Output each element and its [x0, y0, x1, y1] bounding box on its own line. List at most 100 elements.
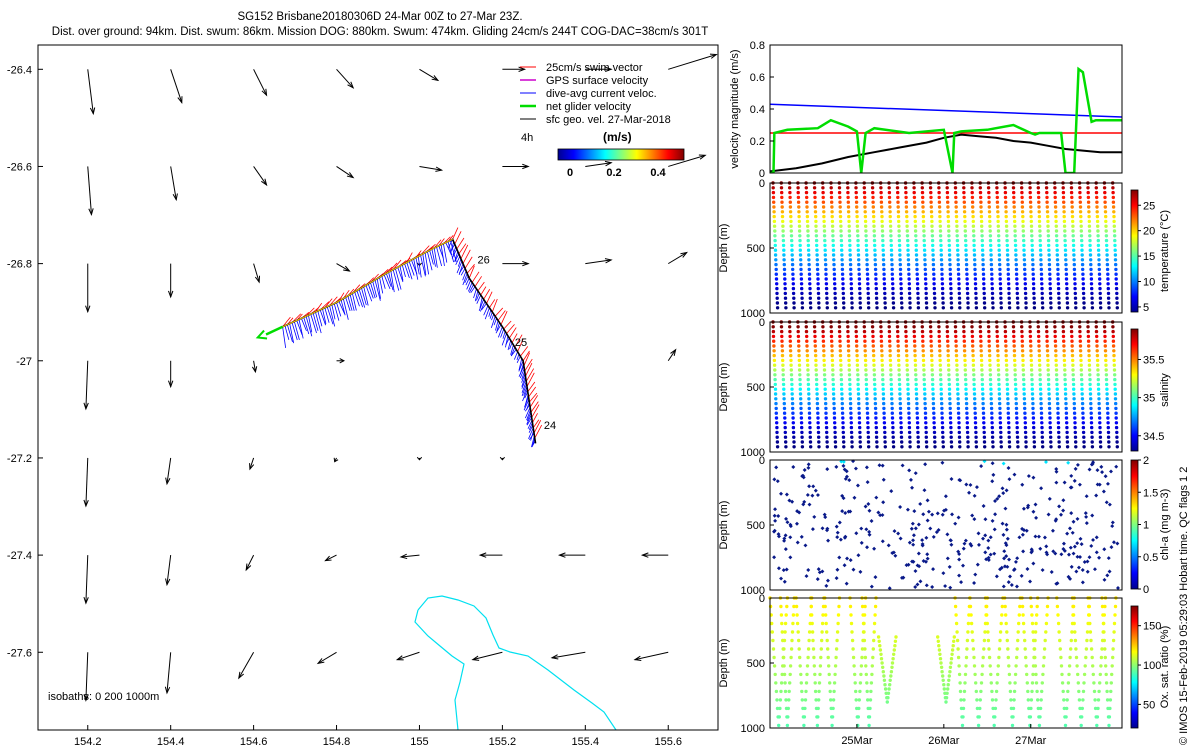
- profile-dot: [1028, 195, 1033, 200]
- profile-dot: [956, 248, 960, 252]
- profile-dot: [858, 301, 862, 305]
- profile-dot: [890, 661, 895, 665]
- profile-dot: [1104, 681, 1109, 685]
- profile-dot: [1098, 291, 1102, 296]
- profile-dot: [881, 477, 886, 482]
- profile-dot: [1097, 253, 1101, 257]
- profile-dot: [838, 195, 842, 200]
- profile-dot: [832, 258, 836, 262]
- profile-dot: [821, 200, 826, 204]
- profile-dot: [929, 334, 933, 339]
- profile-dot: [838, 205, 842, 209]
- profile-dot: [1080, 262, 1085, 267]
- profile-dot: [1078, 536, 1083, 541]
- geo-vector-shaft: [253, 69, 268, 96]
- profile-dot: [859, 664, 864, 668]
- profile-dot: [1110, 520, 1115, 525]
- profile-dot: [971, 205, 975, 209]
- dac-vector: [345, 297, 351, 311]
- profile-dot: [1040, 291, 1044, 296]
- profile-dot: [1031, 406, 1035, 411]
- profile-dot: [847, 358, 851, 363]
- profile-dot: [824, 421, 829, 425]
- profile-dot: [1105, 392, 1109, 396]
- profile-dot: [1072, 262, 1077, 267]
- profile-dot: [1115, 296, 1119, 300]
- profile-dot: [854, 186, 858, 190]
- profile-ytick-label: 500: [747, 520, 765, 532]
- profile-dot: [1065, 445, 1070, 449]
- profile-dot: [941, 445, 945, 449]
- profile-dot: [996, 363, 1000, 367]
- profile-dot: [1065, 531, 1070, 536]
- profile-dot: [949, 657, 954, 661]
- profile-dot: [1059, 664, 1064, 668]
- profile-dot: [913, 344, 917, 348]
- profile-dot: [1046, 238, 1051, 243]
- profile-dot: [1079, 234, 1084, 238]
- profile-dot: [783, 689, 788, 694]
- profile-dot: [988, 552, 993, 557]
- profile-dot: [830, 358, 835, 363]
- profile-dot: [781, 638, 785, 643]
- profile-dot: [866, 425, 870, 430]
- dac-vector: [518, 358, 523, 371]
- profile-dot: [1109, 545, 1114, 550]
- profile-dot: [953, 521, 958, 526]
- profile-dot: [1003, 541, 1008, 546]
- profile-dot: [855, 353, 859, 358]
- profile-dot: [988, 373, 993, 377]
- profile-dot: [1109, 681, 1114, 685]
- profile-dot: [931, 534, 936, 539]
- profile-dot: [874, 282, 878, 286]
- profile-dot: [995, 190, 999, 195]
- profile-dot: [782, 672, 787, 677]
- profile-dot: [921, 205, 925, 209]
- dac-vector: [510, 344, 514, 355]
- profile-dot: [772, 200, 776, 204]
- profile-dot: [833, 421, 837, 425]
- profile-dot: [1055, 243, 1059, 248]
- profile-dot: [1084, 647, 1089, 651]
- profile-dot: [1097, 258, 1101, 262]
- profile-dot: [788, 339, 792, 343]
- profile-dot: [798, 248, 802, 252]
- profile-dot: [1078, 334, 1082, 339]
- profile-dot: [1073, 286, 1077, 291]
- profile-dot: [848, 258, 853, 262]
- profile-dot: [1023, 655, 1028, 660]
- geo-vector: [324, 554, 337, 562]
- dac-vector: [284, 325, 290, 340]
- profile-dot: [989, 382, 993, 387]
- profile-dot: [1001, 461, 1006, 466]
- profile-dot: [997, 248, 1001, 252]
- swim-vector: [466, 264, 475, 274]
- profile-dot: [800, 440, 804, 444]
- geo-vector-head: [261, 178, 268, 187]
- profile-dot: [899, 416, 903, 420]
- profile-dot: [1090, 430, 1094, 435]
- profile-dot: [773, 507, 778, 512]
- profile-dot: [775, 282, 779, 286]
- profile-dot: [797, 205, 801, 209]
- profile-dot: [972, 373, 976, 377]
- profile-dot: [880, 363, 884, 367]
- profile-dot: [806, 377, 810, 382]
- profile-dot: [972, 392, 977, 396]
- profile-dot: [813, 334, 817, 339]
- profile-dot: [871, 344, 875, 348]
- profile-dot: [880, 368, 885, 372]
- profile-dot: [907, 267, 911, 272]
- profile-dot: [931, 253, 935, 257]
- geo-vector-head: [518, 66, 527, 72]
- profile-dot: [858, 689, 862, 694]
- profile-dot: [873, 243, 877, 248]
- profile-dot: [897, 234, 901, 238]
- profile-dot: [1005, 229, 1009, 233]
- profile-dot: [907, 416, 911, 420]
- profile-dot: [807, 502, 812, 507]
- profile-dot: [947, 253, 952, 257]
- profile-dot: [773, 672, 777, 677]
- profile-dot: [982, 430, 986, 435]
- profile-dot: [783, 277, 787, 281]
